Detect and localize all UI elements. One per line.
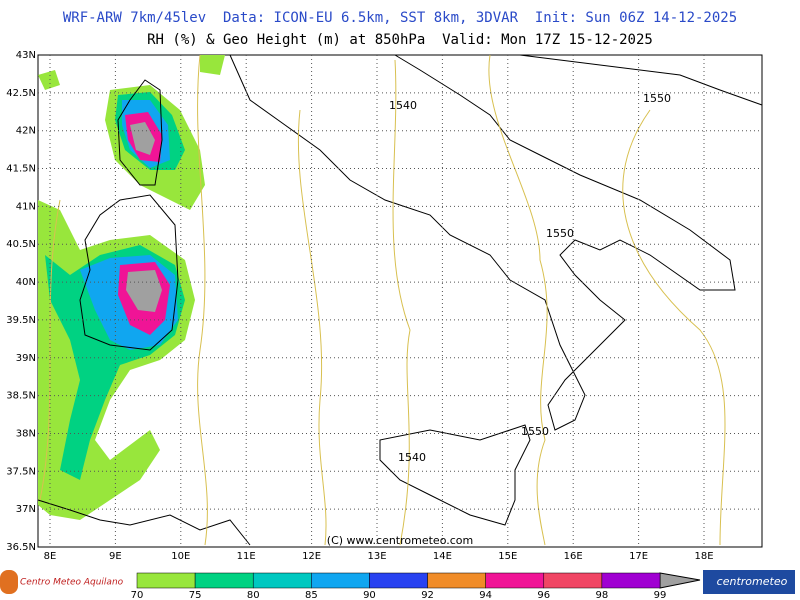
lat-label: 42N [16,126,36,137]
legend-label: 96 [537,590,550,600]
lat-label: 40.5N [6,239,36,250]
lon-label: 18E [694,551,713,562]
lon-label: 17E [629,551,648,562]
legend-swatch [252,572,312,589]
legend-label: 80 [247,590,260,600]
legend-swatch [543,572,603,589]
header-subtitle: RH (%) & Geo Height (m) at 850hPa Valid:… [147,32,653,48]
lat-label: 43N [16,50,36,61]
map-area: 43N 42.5N 42N 41.5N 41N 40.5N 40N 39.5N 39N 38.5N… [6,50,763,562]
right-logo-text: centrometeo [717,575,788,588]
legend-swatch [485,572,545,589]
graticule [38,55,762,547]
lat-label: 40N [16,277,36,288]
coastlines [37,54,763,546]
contour-label: 1540 [389,99,417,112]
lon-label: 10E [171,551,190,562]
lon-label: 8E [44,551,57,562]
legend-label: 75 [189,590,202,600]
lat-label: 41.5N [6,164,36,175]
legend-label: 92 [421,590,434,600]
legend-label: 94 [479,590,492,600]
legend-swatch [601,572,661,589]
lat-label: 39N [16,353,36,364]
contour-label: 1540 [398,451,426,464]
legend-swatch [369,572,428,589]
contour-label: 1550 [546,227,574,240]
lat-label: 37.5N [6,466,36,477]
lat-label: 36.5N [6,542,36,553]
legend-label: 99 [654,590,667,600]
lat-label: 38N [16,428,36,439]
legend-label: 90 [363,590,376,600]
lon-label: 15E [498,551,517,562]
lat-label: 42.5N [6,88,36,99]
lon-label: 12E [302,551,321,562]
rh-field [38,55,225,520]
lon-label: 16E [564,551,583,562]
legend: Centro Meteo Aquilano centrometeo 70 75 80… [0,570,795,600]
legend-swatch [136,572,196,589]
legend-swatch [194,572,254,589]
legend-swatch [427,572,486,589]
contour-label: 1550 [521,425,549,438]
lat-label: 37N [16,504,36,515]
legend-label: 70 [131,590,144,600]
left-logo-icon [0,570,18,594]
legend-label: 85 [305,590,318,600]
lat-label: 41N [16,201,36,212]
legend-swatch [311,572,370,589]
copyright: (C) www.centrometeo.com [327,534,473,547]
lon-label: 14E [433,551,452,562]
lat-label: 39.5N [6,315,36,326]
lon-label: 11E [237,551,256,562]
contour-label: 1550 [643,92,671,105]
header-title: WRF-ARW 7km/45lev Data: ICON-EU 6.5km, S… [63,10,737,26]
lon-label: 9E [109,551,122,562]
height-contours [39,54,726,546]
lat-label: 38.5N [6,391,36,402]
left-logo-text: Centro Meteo Aquilano [20,578,124,588]
right-logo-box [703,570,795,594]
lon-label: 13E [367,551,386,562]
legend-label: 98 [596,590,609,600]
